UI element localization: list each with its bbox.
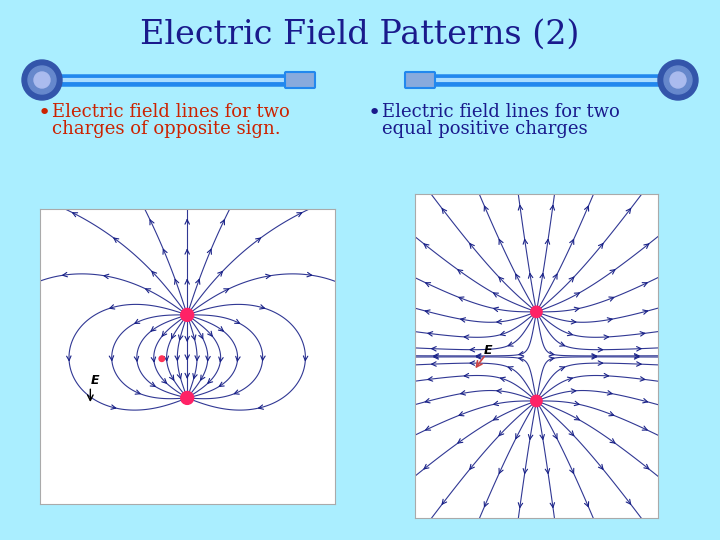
Circle shape — [28, 66, 56, 94]
Text: E: E — [484, 345, 492, 357]
Circle shape — [159, 356, 165, 361]
FancyBboxPatch shape — [285, 72, 315, 88]
Text: Electric field lines for two: Electric field lines for two — [382, 103, 620, 121]
Circle shape — [670, 72, 686, 88]
Circle shape — [22, 60, 62, 100]
Circle shape — [664, 66, 692, 94]
Text: equal positive charges: equal positive charges — [382, 120, 588, 138]
FancyBboxPatch shape — [405, 72, 435, 88]
Circle shape — [531, 306, 542, 318]
Text: Electric field lines for two: Electric field lines for two — [52, 103, 289, 121]
Circle shape — [181, 392, 194, 404]
Text: •: • — [38, 103, 51, 123]
Text: •: • — [368, 103, 382, 123]
Text: charges of opposite sign.: charges of opposite sign. — [52, 120, 281, 138]
Text: E: E — [90, 374, 99, 387]
Circle shape — [181, 308, 194, 321]
Circle shape — [34, 72, 50, 88]
Circle shape — [531, 395, 542, 407]
Circle shape — [658, 60, 698, 100]
Text: Electric Field Patterns (2): Electric Field Patterns (2) — [140, 19, 580, 51]
